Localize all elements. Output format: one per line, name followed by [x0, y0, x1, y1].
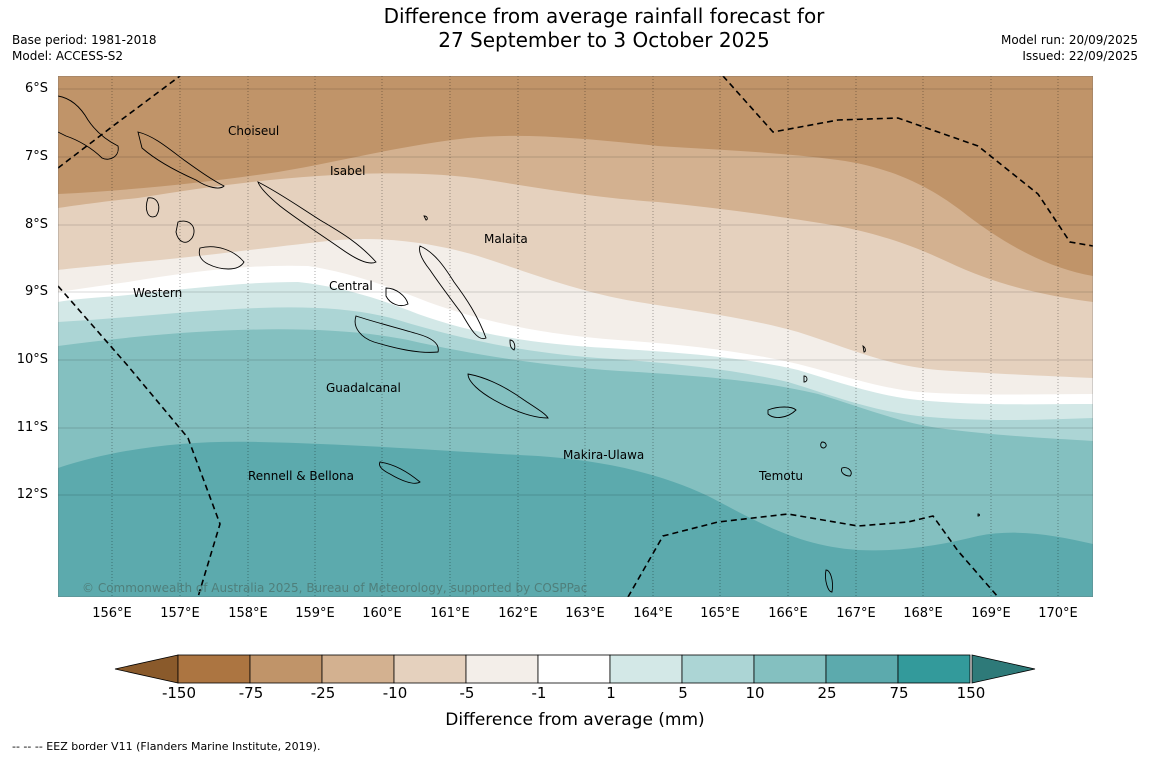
lon-label: 156°E: [92, 606, 132, 621]
coastlines: [58, 95, 980, 593]
lon-label: 158°E: [228, 606, 268, 621]
colorbar-label: 10: [745, 684, 765, 702]
colorbar-label: -1: [531, 684, 547, 702]
lat-label: 8°S: [24, 217, 48, 232]
info-right: Model run: 20/09/2025 Issued: 22/09/2025: [1001, 32, 1138, 64]
island-vangunu: [198, 246, 245, 270]
lon-label: 162°E: [498, 606, 538, 621]
colorbar-cell: [393, 654, 467, 684]
colorbar-cell: [681, 654, 755, 684]
colorbar-cells: [177, 654, 971, 684]
colorbar-label: 5: [678, 684, 688, 702]
lon-label: 165°E: [700, 606, 740, 621]
colorbar-extend-low: [114, 654, 179, 684]
island-malaita: [419, 245, 487, 340]
issued-date: Issued: 22/09/2025: [1022, 49, 1138, 63]
island-tikopia: [825, 569, 833, 593]
colorbar-cell: [537, 654, 611, 684]
island-isabel: [257, 181, 377, 264]
island-utupua: [820, 441, 827, 449]
region-label-western: Western: [133, 286, 183, 300]
colorbar-label: -10: [382, 684, 408, 702]
model-run: Model run: 20/09/2025: [1000, 33, 1138, 47]
colorbar-cell: [825, 654, 899, 684]
colorbar-label: -5: [459, 684, 475, 702]
lat-label: 9°S: [24, 284, 48, 299]
island-small-1: [862, 345, 866, 353]
colorbar-label: 75: [889, 684, 909, 702]
colorbar-label: -75: [238, 684, 264, 702]
colorbar-label: 1: [606, 684, 616, 702]
lon-label: 168°E: [903, 606, 943, 621]
island-rennell: [379, 461, 421, 484]
title-line1: Difference from average rainfall forecas…: [383, 4, 825, 28]
colorbar-label: -150: [161, 684, 197, 702]
model-name: Model: ACCESS-S2: [12, 49, 124, 63]
island-guadalcanal: [354, 315, 439, 353]
colorbar-cell: [897, 654, 971, 684]
island-small-2: [509, 339, 516, 351]
colorbar-cell: [177, 654, 251, 684]
region-label-malaita: Malaita: [484, 232, 528, 246]
island-makira: [467, 373, 549, 419]
island-nendo-north: [803, 375, 808, 383]
lat-label: 10°S: [16, 352, 48, 367]
lon-label: 160°E: [362, 606, 402, 621]
colorbar-title: Difference from average (mm): [445, 710, 705, 730]
region-label-isabel: Isabel: [330, 164, 366, 178]
lon-label: 166°E: [768, 606, 808, 621]
colorbar-cell: [249, 654, 323, 684]
lon-label: 170°E: [1038, 606, 1078, 621]
region-label-temotu: Temotu: [759, 469, 804, 483]
lon-label: 157°E: [160, 606, 200, 621]
colorbar-label: -25: [310, 684, 336, 702]
lon-label: 159°E: [295, 606, 335, 621]
island-bougainville: [58, 95, 119, 160]
island-newgeorgia: [175, 220, 195, 243]
copyright-notice: © Commonwealth of Australia 2025, Bureau…: [82, 581, 588, 595]
lon-label: 167°E: [836, 606, 876, 621]
island-small-4: [977, 513, 980, 517]
lon-label: 164°E: [633, 606, 673, 621]
region-label-rennell-bellona: Rennell & Bellona: [248, 469, 355, 483]
island-choiseul: [137, 131, 225, 189]
info-left: Base period: 1981-2018 Model: ACCESS-S2: [12, 32, 157, 64]
region-label-central: Central: [329, 279, 373, 293]
island-santacruz: [767, 406, 797, 418]
rainfall-map: [58, 76, 1093, 597]
title-line2: 27 September to 3 October 2025: [438, 28, 770, 52]
lat-label: 6°S: [24, 81, 48, 96]
colorbar: [114, 654, 1036, 684]
region-label-choiseul: Choiseul: [228, 124, 280, 138]
island-vanikoro: [841, 467, 852, 477]
island-florida: [385, 287, 409, 307]
colorbar-cell: [465, 654, 539, 684]
lat-label: 7°S: [24, 149, 48, 164]
region-label-guadalcanal: Guadalcanal: [326, 381, 401, 395]
colorbar-cell: [753, 654, 827, 684]
island-kolombangara: [145, 197, 160, 218]
colorbar-cell: [321, 654, 395, 684]
region-label-makira-ulawa: Makira-Ulawa: [563, 448, 645, 462]
lon-label: 163°E: [565, 606, 605, 621]
island-small-3: [423, 215, 428, 221]
band-brown: [58, 76, 1093, 276]
colorbar-cell: [609, 654, 683, 684]
lat-label: 11°S: [16, 420, 48, 435]
lat-label: 12°S: [16, 487, 48, 502]
lat-lines: [58, 88, 1093, 496]
eez-footnote: -- -- -- EEZ border V11 (Flanders Marine…: [12, 740, 321, 753]
colorbar-label: 25: [817, 684, 837, 702]
lon-label: 161°E: [430, 606, 470, 621]
colorbar-label: 150: [956, 684, 986, 702]
eez-borders: [58, 76, 1093, 597]
base-period: Base period: 1981-2018: [12, 33, 157, 47]
lon-label: 169°E: [971, 606, 1011, 621]
colorbar-extend-high: [971, 654, 1036, 684]
